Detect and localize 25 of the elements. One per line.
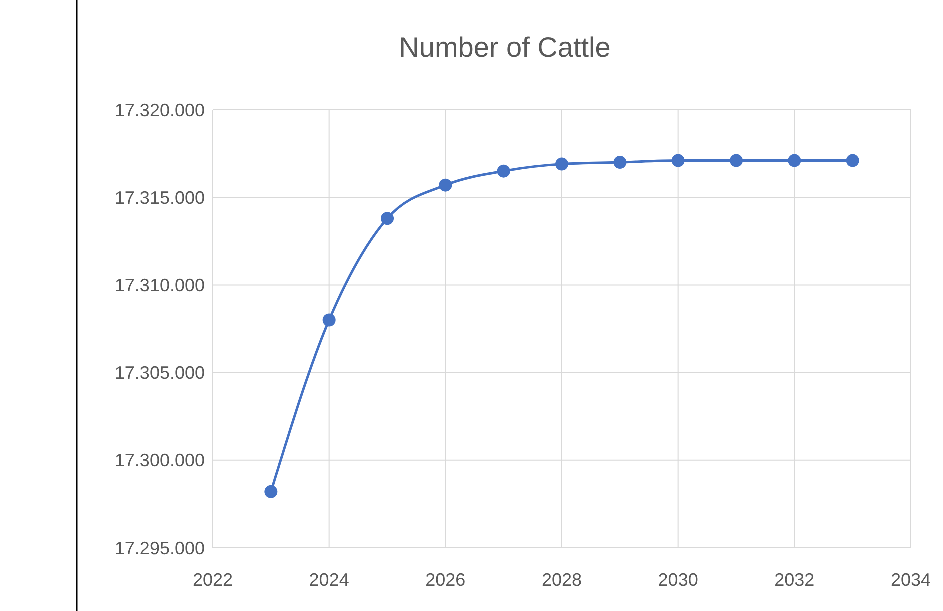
point bbox=[381, 212, 394, 226]
point bbox=[788, 154, 802, 168]
point bbox=[730, 154, 743, 168]
point bbox=[322, 314, 336, 327]
x-tick-label: 2032 bbox=[774, 570, 815, 590]
y-tick-label: 17.315.000 bbox=[114, 188, 205, 208]
x-tick-label: 2034 bbox=[890, 570, 932, 590]
x-tick-label: 2024 bbox=[309, 570, 350, 590]
chart-title: Number of Cattle bbox=[399, 32, 611, 63]
x-tick-label: 2026 bbox=[426, 570, 466, 590]
point bbox=[846, 154, 860, 168]
point bbox=[614, 156, 627, 170]
point bbox=[672, 154, 685, 168]
point bbox=[264, 485, 278, 498]
y-tick-label: 17.320.000 bbox=[114, 100, 205, 120]
y-tick-label: 17.305.000 bbox=[114, 363, 205, 384]
y-tick-label: 17.295.000 bbox=[114, 538, 205, 558]
y-tick-label: 17.300.000 bbox=[114, 450, 205, 471]
point bbox=[439, 178, 452, 192]
point bbox=[556, 158, 568, 171]
x-tick-label: 2028 bbox=[542, 570, 582, 590]
x-tick-label: 2030 bbox=[658, 570, 698, 590]
point bbox=[497, 164, 510, 178]
x-tick-label: 2022 bbox=[192, 570, 234, 590]
y-tick-label: 17.310.000 bbox=[114, 276, 205, 296]
